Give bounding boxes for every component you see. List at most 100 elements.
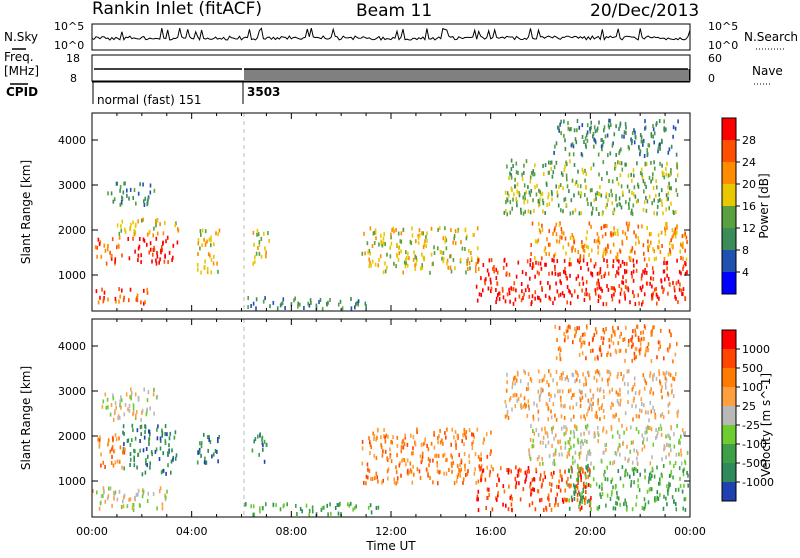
echo-cell xyxy=(649,400,652,405)
echo-cell xyxy=(515,274,518,279)
echo-cell xyxy=(412,435,415,440)
echo-cell xyxy=(486,454,489,459)
echo-cell xyxy=(197,238,200,243)
echo-cell xyxy=(438,470,440,475)
echo-cell xyxy=(502,502,504,507)
echo-cell xyxy=(644,161,647,166)
echo-cell xyxy=(584,292,586,297)
echo-cell xyxy=(131,438,133,443)
echo-cell xyxy=(649,426,651,430)
echo-cell xyxy=(602,254,604,259)
echo-cell xyxy=(120,398,123,403)
echo-cell xyxy=(381,453,384,458)
echo-cell xyxy=(327,300,329,305)
echo-cell xyxy=(577,373,579,378)
echo-cell xyxy=(583,382,585,387)
echo-cell xyxy=(374,231,377,235)
echo-cell xyxy=(622,275,624,280)
echo-cell xyxy=(454,241,457,246)
echo-cell xyxy=(664,277,666,282)
echo-cell xyxy=(580,266,582,270)
echo-cell xyxy=(206,435,209,440)
echo-cell xyxy=(380,445,383,450)
echo-cell xyxy=(647,239,649,244)
echo-cell xyxy=(122,298,125,303)
echo-cell xyxy=(641,273,643,278)
echo-cell xyxy=(598,505,601,510)
echo-cell xyxy=(626,286,628,291)
echo-cell xyxy=(508,291,511,296)
echo-cell xyxy=(548,392,550,397)
echo-cell xyxy=(119,188,121,193)
echo-cell xyxy=(573,289,576,294)
echo-cell xyxy=(564,138,566,143)
echo-cell xyxy=(604,271,607,276)
echo-cell xyxy=(554,144,556,149)
echo-cell xyxy=(421,458,423,463)
echo-cell xyxy=(606,477,609,482)
echo-cell xyxy=(625,468,627,473)
echo-cell xyxy=(402,457,404,462)
echo-cell xyxy=(139,503,141,508)
echo-cell xyxy=(632,417,634,422)
echo-cell xyxy=(555,160,558,165)
echo-cell xyxy=(107,405,109,410)
echo-cell xyxy=(523,396,526,401)
echo-cell xyxy=(159,439,162,443)
echo-cell xyxy=(253,439,255,444)
echo-cell xyxy=(570,396,573,400)
echo-cell xyxy=(583,484,585,489)
echo-cell xyxy=(579,472,582,477)
echo-cell xyxy=(427,457,430,461)
echo-cell xyxy=(497,293,499,297)
echo-cell xyxy=(572,373,575,378)
echo-cell xyxy=(527,209,530,214)
echo-cell xyxy=(122,446,125,451)
echo-cell xyxy=(573,434,576,439)
echo-cell xyxy=(597,152,600,157)
echo-cell xyxy=(508,398,511,402)
echo-cell xyxy=(663,119,665,124)
echo-cell xyxy=(571,178,574,183)
echo-cell xyxy=(605,442,607,447)
echo-cell xyxy=(672,125,675,130)
echo-cell xyxy=(521,176,524,181)
echo-cell xyxy=(600,352,603,357)
echo-cell xyxy=(628,197,631,202)
echo-cell xyxy=(514,404,517,409)
echo-cell xyxy=(633,480,635,485)
echo-cell xyxy=(666,225,668,230)
echo-cell xyxy=(164,432,166,436)
echo-cell xyxy=(598,191,601,196)
echo-cell xyxy=(551,430,553,435)
echo-cell xyxy=(579,440,582,445)
echo-cell xyxy=(541,427,543,432)
echo-cell xyxy=(559,183,562,188)
echo-cell xyxy=(665,127,667,132)
echo-cell xyxy=(670,425,672,430)
echo-cell xyxy=(643,270,646,275)
echo-cell xyxy=(596,369,599,374)
echo-cell xyxy=(534,296,536,301)
echo-cell xyxy=(578,379,581,384)
echo-cell xyxy=(627,173,630,178)
echo-cell xyxy=(637,484,640,488)
echo-cell xyxy=(671,228,674,233)
echo-cell xyxy=(452,258,455,262)
echo-cell xyxy=(674,461,677,465)
echo-cell xyxy=(616,374,619,379)
echo-cell xyxy=(502,484,505,489)
echo-cell xyxy=(637,198,639,203)
echo-cell xyxy=(611,477,614,482)
echo-cell xyxy=(569,159,571,164)
echo-cell xyxy=(121,465,123,470)
echo-cell xyxy=(634,328,636,333)
echo-cell xyxy=(612,325,614,330)
echo-cell xyxy=(636,259,638,264)
echo-cell xyxy=(639,342,642,347)
echo-cell xyxy=(562,173,564,177)
echo-cell xyxy=(529,484,531,489)
power-ylabel: Slant Range [km] xyxy=(19,160,33,264)
echo-cell xyxy=(660,432,663,437)
